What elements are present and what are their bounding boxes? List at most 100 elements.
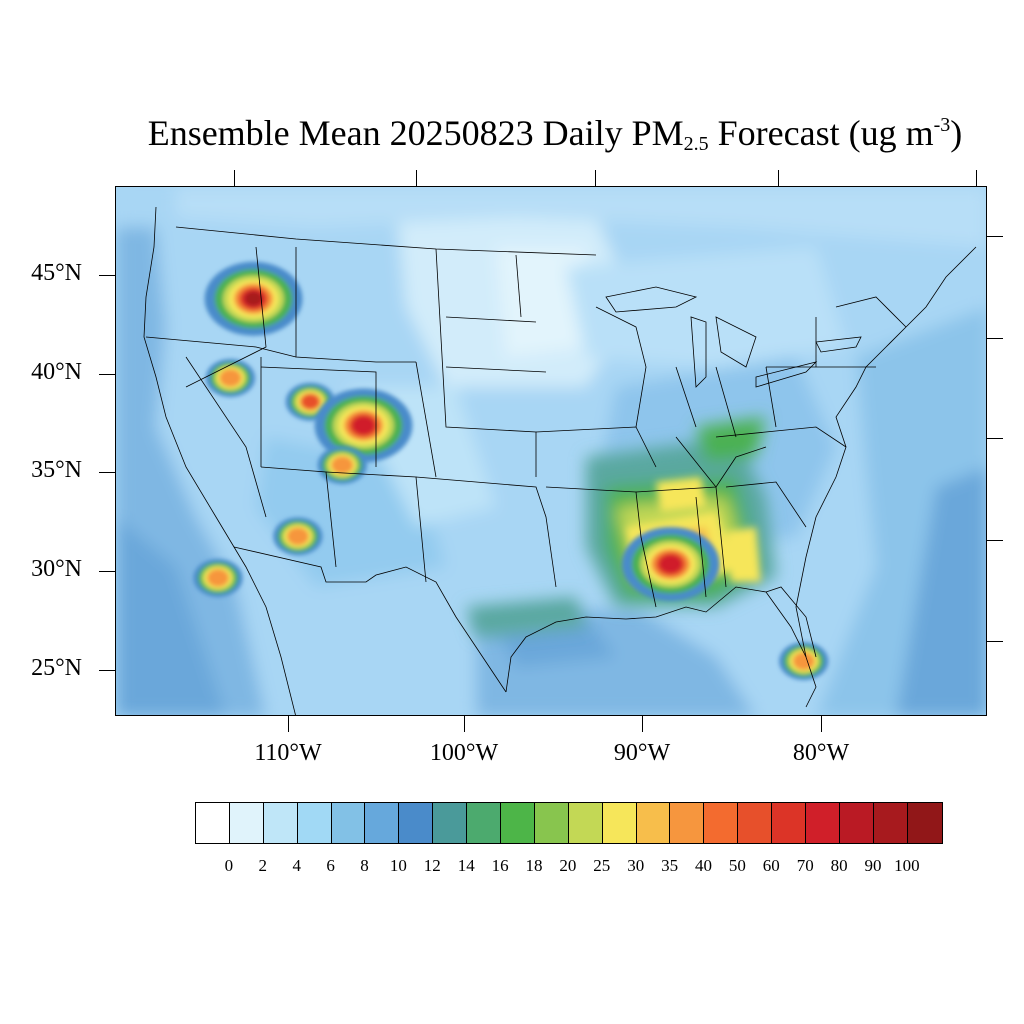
- lat-label-40: 40°N: [31, 359, 82, 385]
- idaho-montana-smoke: [204, 261, 303, 336]
- left-tick: [99, 472, 115, 473]
- colorbar-label: 0: [224, 856, 234, 875]
- colorbar-label: 8: [360, 856, 369, 875]
- colorbar-label: 30: [627, 856, 645, 875]
- top-tick: [778, 170, 779, 186]
- colorbar-swatch: [568, 803, 603, 843]
- colorbar-label: 2: [258, 856, 268, 875]
- colorbar-label: 35: [661, 856, 679, 875]
- top-tick: [234, 170, 235, 186]
- colorbar-swatch: [263, 803, 298, 843]
- lat-label-25: 25°N: [31, 655, 82, 681]
- plume-contour: [207, 569, 229, 587]
- plume-contour: [301, 394, 319, 409]
- colorbar-swatch: [704, 803, 739, 843]
- lat-label-45: 45°N: [31, 260, 82, 286]
- colorbar-swatch: [297, 803, 332, 843]
- colorbar-swatch: [907, 803, 942, 843]
- left-tick: [99, 571, 115, 572]
- colorbar-label: 60: [762, 856, 780, 875]
- lon-label-90w: 90°W: [613, 740, 671, 766]
- arizona-smoke: [273, 517, 323, 556]
- smoke-plumes: [193, 261, 829, 681]
- lake-superior: [605, 286, 698, 313]
- background-field: [116, 187, 986, 715]
- title-suffix: Forecast (ug m: [708, 113, 934, 153]
- colorbar-label: 6: [326, 856, 335, 875]
- colorbar-label: 14: [457, 856, 475, 875]
- lon-label-100w: 100°W: [429, 740, 499, 766]
- baja-smoke: [193, 558, 243, 597]
- left-tick: [99, 374, 115, 375]
- map-canvas: [116, 187, 986, 715]
- colorbar-label: 25: [593, 856, 611, 875]
- right-tick: [987, 540, 1003, 541]
- colorbar-swatch: [365, 803, 400, 843]
- atlantic-coastline: [795, 246, 977, 658]
- left-tick: [99, 670, 115, 671]
- plume-contour: [287, 527, 309, 546]
- plume-contour: [352, 416, 375, 435]
- top-tick: [976, 170, 977, 186]
- lon-label-80w: 80°W: [792, 740, 850, 766]
- colorbar-swatch: [501, 803, 535, 843]
- colorbar: [195, 802, 943, 844]
- colorbar-swatch: [670, 803, 705, 843]
- colorbar-swatch: [806, 803, 840, 843]
- bottom-tick: [288, 716, 289, 732]
- title-subscript: 2.5: [683, 133, 709, 155]
- right-tick: [987, 236, 1003, 237]
- florida-smoke: [779, 642, 829, 681]
- colorbar-label: 40: [695, 856, 712, 875]
- lake-huron: [715, 316, 757, 368]
- colorbar-label: 10: [389, 856, 407, 875]
- pm25-map: [115, 186, 987, 716]
- colorbar-label: 16: [491, 856, 509, 875]
- plume-contour: [331, 456, 354, 474]
- nevada-smoke: [205, 358, 256, 397]
- title-prefix: Ensemble Mean 20250823 Daily PM: [147, 113, 684, 153]
- top-tick: [416, 170, 417, 186]
- map-title: Ensemble Mean 20250823 Daily PM2.5 Forec…: [0, 112, 1024, 156]
- plume-contour: [792, 652, 815, 670]
- colorbar-label: 20: [559, 856, 577, 875]
- colorbar-label: 70: [796, 856, 814, 875]
- colorbar-swatch: [873, 803, 908, 843]
- right-tick: [987, 438, 1003, 439]
- top-tick: [595, 170, 596, 186]
- colorbar-swatch: [433, 803, 468, 843]
- plume-contour: [244, 291, 263, 306]
- right-tick: [987, 641, 1003, 642]
- boundaries: [143, 206, 977, 715]
- lake-michigan: [690, 316, 707, 388]
- right-tick: [987, 338, 1003, 339]
- bottom-tick: [642, 716, 643, 732]
- colorbar-swatch: [331, 803, 366, 843]
- colorbar-label: 18: [525, 856, 543, 875]
- plume-contour: [659, 554, 682, 574]
- lat-label-35: 35°N: [31, 457, 82, 483]
- colorbar-swatch: [772, 803, 807, 843]
- colorbar-label: 80: [830, 856, 848, 875]
- lat-label-30: 30°N: [31, 556, 82, 582]
- mexico-border: [233, 546, 507, 693]
- colorbar-swatch: [229, 803, 264, 843]
- lon-label-110w: 110°W: [254, 740, 322, 766]
- gulf-coastline: [505, 586, 817, 708]
- colorbar-label: 100: [894, 856, 920, 875]
- canada-border: [175, 226, 597, 256]
- title-close: ): [950, 113, 963, 153]
- colorbar-swatch: [636, 803, 671, 843]
- bottom-tick: [821, 716, 822, 732]
- colorbar-swatch: [738, 803, 773, 843]
- lake-erie: [755, 361, 818, 388]
- new-mexico-smoke: [317, 446, 367, 485]
- plume-contour: [219, 369, 242, 387]
- colorbar-swatch: [534, 803, 569, 843]
- colorbar-label: 50: [728, 856, 746, 875]
- colorbar-swatch: [196, 803, 230, 843]
- colorbar-label: 90: [864, 856, 882, 875]
- lake-ontario: [815, 336, 862, 353]
- colorbar-swatch: [602, 803, 637, 843]
- colorbar-label: 12: [423, 856, 441, 875]
